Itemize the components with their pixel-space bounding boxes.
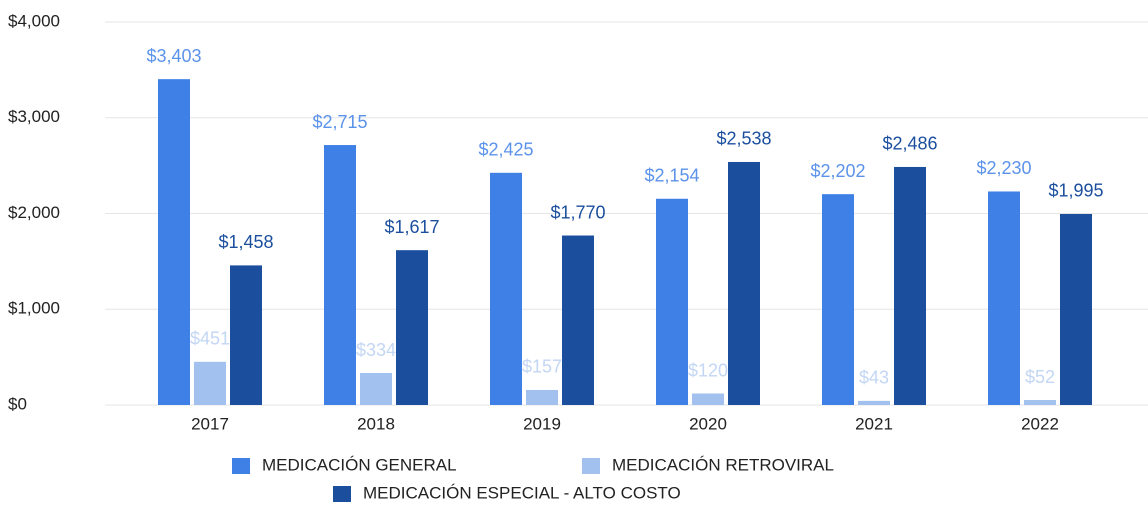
bar xyxy=(1060,213,1092,405)
legend-swatch xyxy=(582,458,600,474)
y-tick-label: $2,000 xyxy=(8,203,60,222)
value-label: $157 xyxy=(522,357,562,377)
bar xyxy=(822,194,854,405)
x-tick-label: 2021 xyxy=(855,414,893,433)
value-label: $451 xyxy=(190,329,230,349)
y-tick-label: $0 xyxy=(8,394,27,413)
bar xyxy=(526,389,558,405)
bar xyxy=(490,172,522,405)
bar xyxy=(194,361,226,405)
legend-swatch xyxy=(232,458,250,474)
bar xyxy=(894,166,926,405)
value-label: $1,617 xyxy=(384,217,439,237)
value-label: $2,202 xyxy=(810,161,865,181)
legend-swatch xyxy=(333,486,351,502)
bar xyxy=(858,400,890,405)
bar xyxy=(728,161,760,405)
bar xyxy=(360,373,392,405)
bar xyxy=(562,235,594,405)
bar xyxy=(158,79,190,405)
x-tick-label: 2019 xyxy=(523,414,561,433)
x-tick-label: 2018 xyxy=(357,414,395,433)
value-label: $2,230 xyxy=(976,158,1031,178)
bar xyxy=(396,250,428,405)
bar xyxy=(656,198,688,405)
value-label: $1,770 xyxy=(550,202,605,222)
legend-label: MEDICACIÓN RETROVIRAL xyxy=(612,455,834,474)
x-tick-label: 2020 xyxy=(689,414,727,433)
y-tick-label: $3,000 xyxy=(8,107,60,126)
x-tick-label: 2017 xyxy=(191,414,229,433)
bar xyxy=(324,145,356,405)
value-label: $2,154 xyxy=(644,166,699,186)
y-tick-label: $1,000 xyxy=(8,299,60,318)
value-label: $1,458 xyxy=(218,232,273,252)
value-label: $43 xyxy=(859,368,889,388)
value-label: $2,425 xyxy=(478,140,533,160)
y-tick-label: $4,000 xyxy=(8,11,60,30)
legend-label: MEDICACIÓN GENERAL xyxy=(262,455,457,474)
value-label: $2,715 xyxy=(312,112,367,132)
value-label: $52 xyxy=(1025,367,1055,387)
value-label: $3,403 xyxy=(146,46,201,66)
value-label: $120 xyxy=(688,360,728,380)
value-label: $1,995 xyxy=(1048,181,1103,201)
bar xyxy=(692,393,724,405)
legend-label: MEDICACIÓN ESPECIAL - ALTO COSTO xyxy=(363,483,681,502)
bar xyxy=(1024,400,1056,405)
bar xyxy=(988,191,1020,405)
value-label: $2,538 xyxy=(716,129,771,149)
bar xyxy=(230,265,262,405)
value-label: $334 xyxy=(356,340,396,360)
x-tick-label: 2022 xyxy=(1021,414,1059,433)
value-label: $2,486 xyxy=(882,134,937,154)
